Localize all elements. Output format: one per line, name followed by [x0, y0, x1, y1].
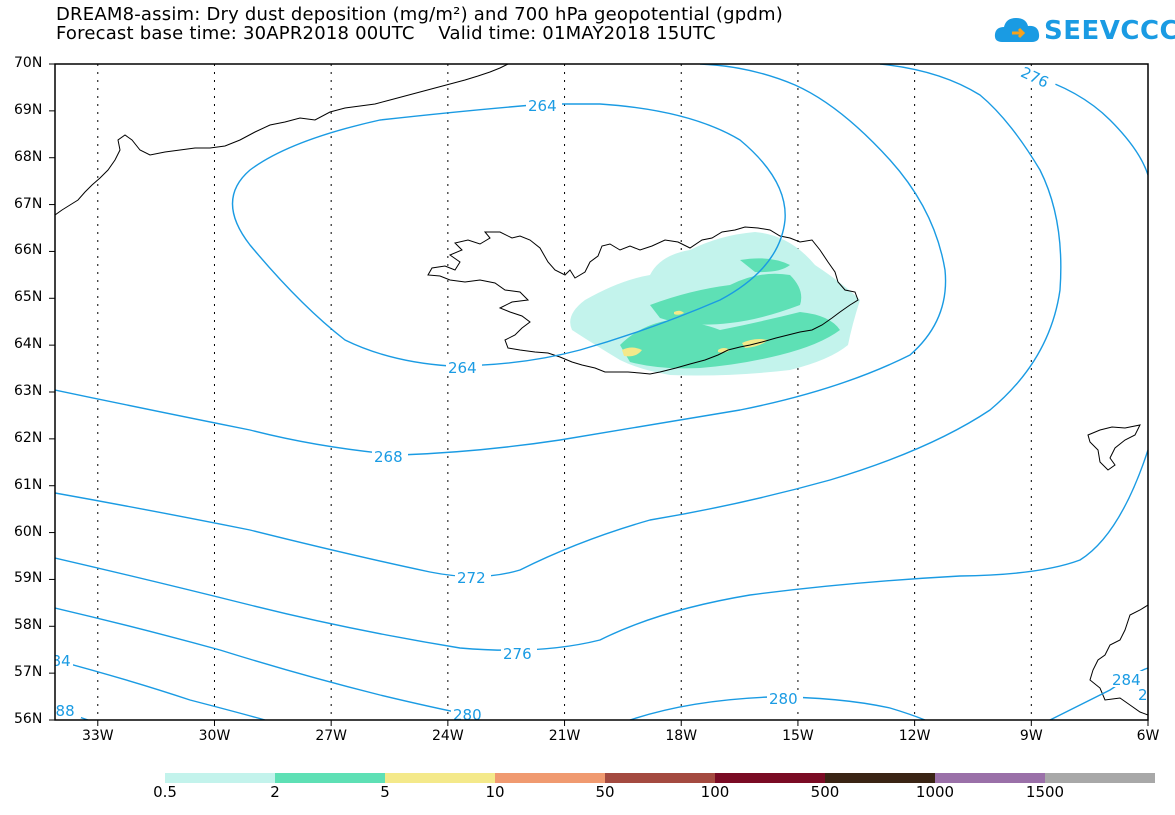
lon-label-18W: 18W — [665, 728, 698, 744]
legend-label: 0.5 — [153, 783, 177, 801]
dust-area-5d — [674, 310, 684, 315]
legend-label: 1000 — [915, 783, 955, 801]
legend-swatch — [935, 773, 1045, 783]
legend-label: 50 — [595, 783, 615, 801]
legend-label: 10 — [485, 783, 505, 801]
lon-label-24W: 24W — [432, 728, 464, 744]
iceland-coast — [427, 226, 859, 375]
map-title: DREAM8-assim: Dry dust deposition (mg/m²… — [56, 4, 783, 25]
lat-label-64N: 64N — [14, 336, 43, 353]
legend-swatch — [275, 773, 385, 783]
contour-label: 276 — [503, 645, 532, 663]
contour-280-bottom — [629, 696, 926, 720]
contour-label: 284 — [42, 652, 71, 670]
lat-label-67N: 67N — [14, 195, 43, 212]
coastlines — [55, 64, 1148, 716]
legend-swatch — [495, 773, 605, 783]
lat-label-70N: 70N — [14, 55, 43, 71]
contour-label: 264 — [528, 97, 557, 115]
contour-276-lower — [55, 449, 1148, 651]
scotland-coast — [1089, 604, 1148, 716]
dust-area-2a — [650, 273, 802, 325]
lat-label-63N: 63N — [14, 383, 43, 399]
geopotential-contours — [55, 64, 1148, 720]
legend-label: 500 — [810, 783, 840, 801]
lon-label-12W: 12W — [898, 728, 931, 744]
lat-label-58N: 58N — [14, 617, 43, 634]
lat-label-61N: 61N — [14, 476, 43, 493]
lat-label-60N: 60N — [14, 523, 43, 540]
logo-text: SEEVCCC — [1044, 16, 1175, 46]
contour-labels: 264 264 276 268 272 276 280 280 284 284 … — [42, 63, 1167, 724]
legend-swatch — [385, 773, 495, 783]
contour-272 — [55, 64, 1062, 578]
legend-label: 5 — [380, 783, 390, 801]
contour-280-left — [55, 607, 471, 716]
lon-label-27W: 27W — [315, 728, 347, 744]
lat-label-62N: 62N — [14, 429, 43, 446]
legend-swatch — [825, 773, 935, 783]
dust-deposition-shading — [570, 232, 860, 376]
legend-swatch — [715, 773, 825, 783]
contour-label: 284 — [1112, 671, 1141, 689]
contour-label: 280 — [453, 706, 482, 724]
lon-label-21W: 21W — [548, 728, 581, 744]
lat-label-59N: 59N — [14, 570, 43, 587]
contour-label: 288 — [46, 702, 75, 720]
graticule — [97, 64, 1032, 720]
contour-284 — [55, 659, 266, 720]
legend-label: 2 — [270, 783, 280, 801]
dust-area-2b — [620, 312, 840, 369]
contour-label: 288 — [1138, 686, 1167, 704]
contour-label: 280 — [769, 690, 798, 708]
greenland-coast — [55, 64, 509, 216]
contour-268 — [55, 64, 947, 456]
contour-label: 268 — [374, 448, 403, 466]
legend-swatch — [605, 773, 715, 783]
seevccc-logo: SEEVCCC — [992, 12, 1175, 60]
contour-276-upper — [1029, 74, 1148, 176]
lat-label-56N: 56N — [14, 711, 43, 727]
map-frame — [54, 63, 1149, 721]
lon-label-9W: 9W — [1019, 728, 1043, 744]
axis-ticks — [49, 63, 1149, 726]
contour-label: 272 — [457, 569, 486, 587]
dust-area-5a — [622, 347, 642, 357]
contour-label: 264 — [448, 359, 477, 377]
lon-label-30W: 30W — [198, 728, 231, 744]
cloud-arrow-icon — [994, 18, 1040, 42]
lon-label-15W: 15W — [782, 728, 814, 744]
legend-label: 1500 — [1025, 783, 1065, 801]
legend-label: 100 — [700, 783, 730, 801]
lat-label-57N: 57N — [14, 664, 43, 681]
lat-label-68N: 68N — [14, 148, 43, 165]
lat-label-65N: 65N — [14, 289, 43, 306]
legend-swatch — [165, 773, 275, 783]
map-subtitle: Forecast base time: 30APR2018 00UTC Vali… — [56, 23, 716, 44]
faroe-islands — [1087, 424, 1141, 471]
lon-label-6W: 6W — [1136, 728, 1160, 744]
lat-label-69N: 69N — [14, 101, 43, 118]
legend-swatch — [1045, 773, 1155, 783]
lon-label-33W: 33W — [81, 728, 114, 744]
lat-label-66N: 66N — [14, 242, 43, 259]
dust-area-5b — [718, 348, 730, 353]
